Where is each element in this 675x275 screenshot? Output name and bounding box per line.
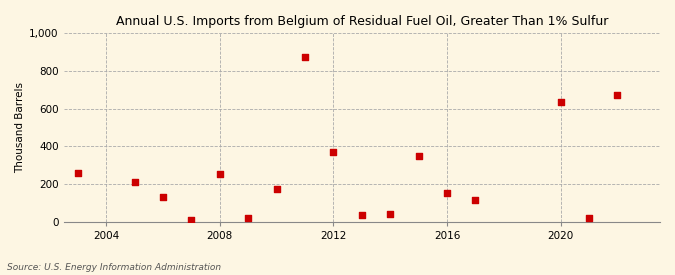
Point	[186, 218, 196, 222]
Point	[300, 55, 310, 59]
Point	[441, 191, 452, 196]
Point	[129, 180, 140, 184]
Point	[271, 186, 282, 191]
Text: Source: U.S. Energy Information Administration: Source: U.S. Energy Information Administ…	[7, 263, 221, 272]
Point	[612, 92, 623, 97]
Point	[556, 100, 566, 104]
Point	[243, 216, 254, 220]
Point	[470, 198, 481, 202]
Point	[385, 212, 396, 216]
Point	[413, 153, 424, 158]
Title: Annual U.S. Imports from Belgium of Residual Fuel Oil, Greater Than 1% Sulfur: Annual U.S. Imports from Belgium of Resi…	[115, 15, 608, 28]
Point	[215, 172, 225, 176]
Point	[356, 213, 367, 217]
Point	[328, 150, 339, 154]
Y-axis label: Thousand Barrels: Thousand Barrels	[15, 82, 25, 173]
Point	[72, 170, 83, 175]
Point	[157, 195, 168, 199]
Point	[584, 216, 595, 220]
